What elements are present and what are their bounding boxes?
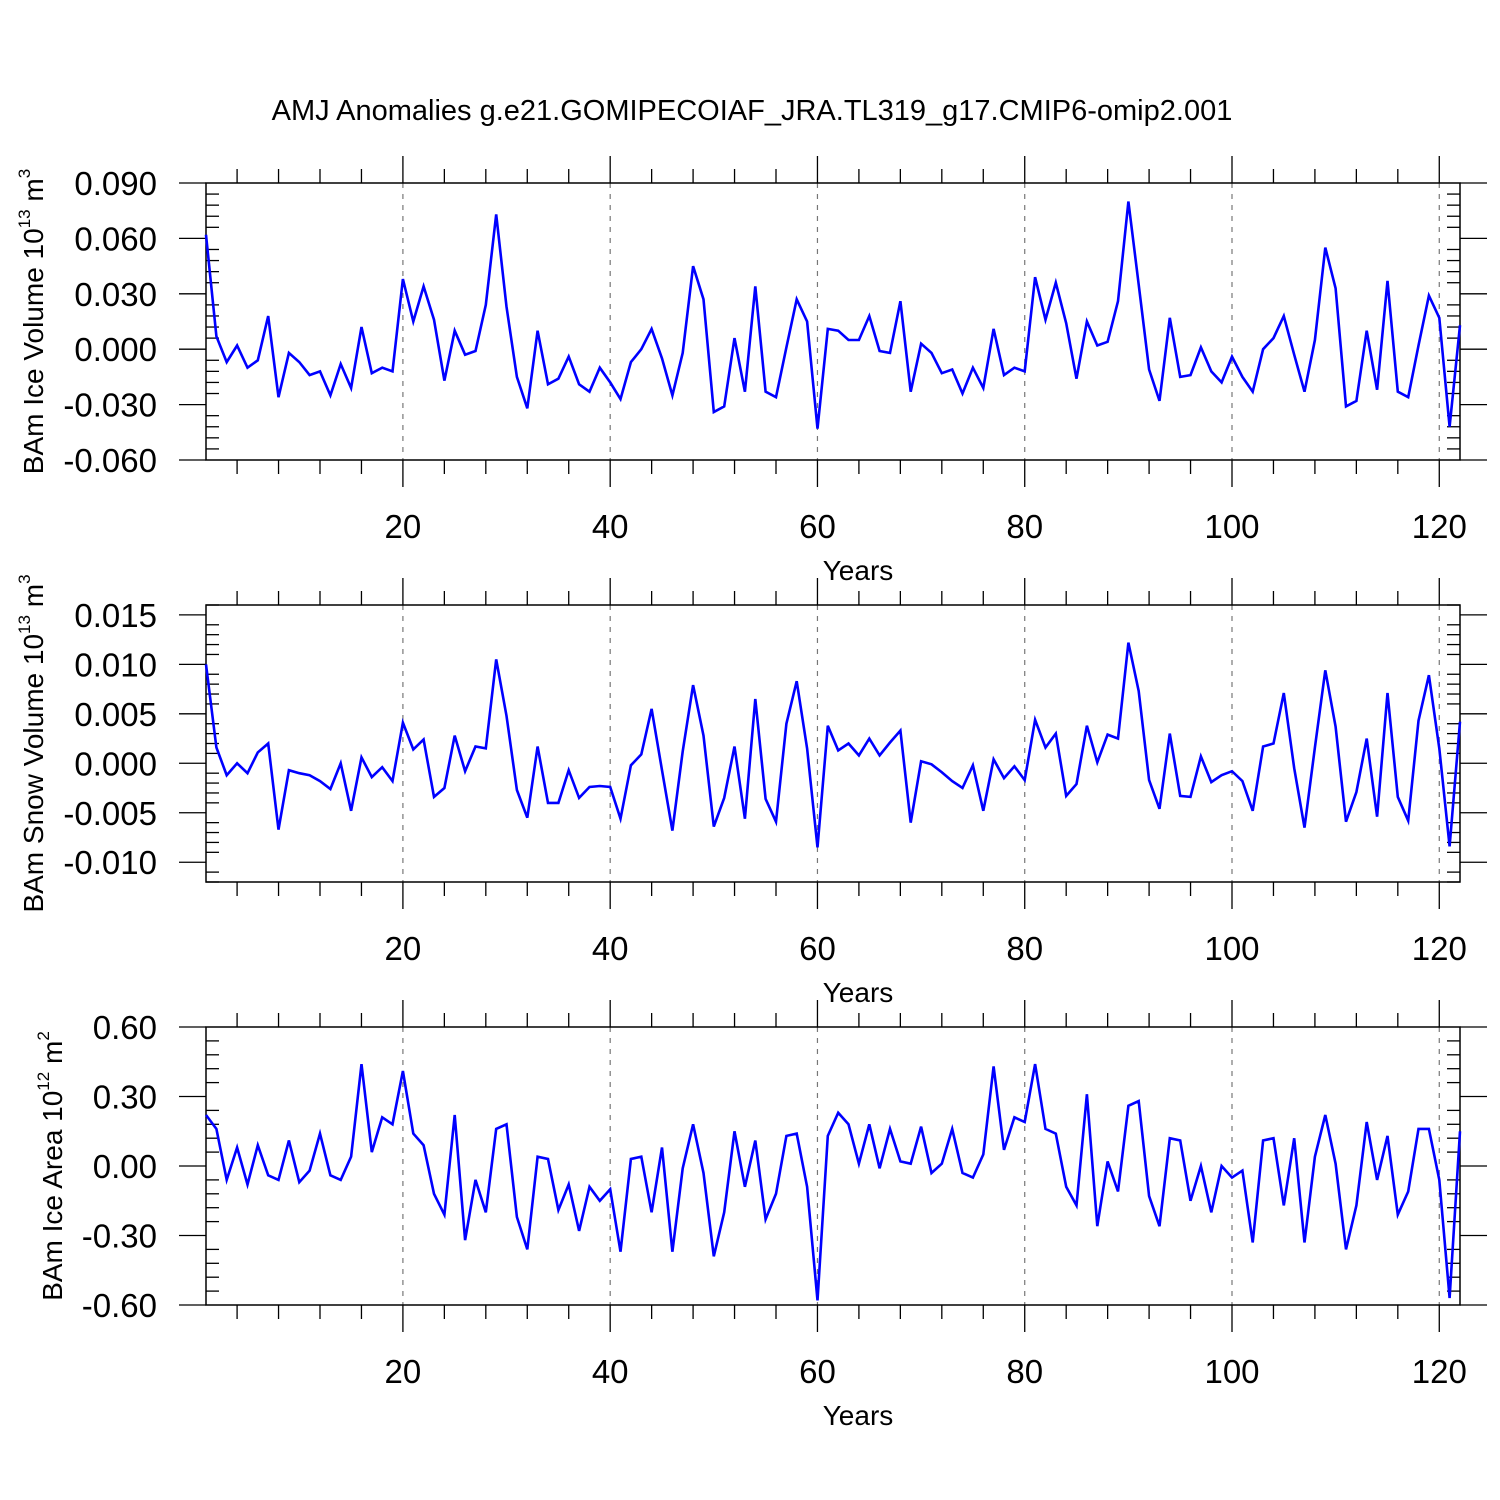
y-tick-label: 0.000 (74, 745, 157, 782)
y-axis-label: BAm Ice Area 1012 m2 (34, 1031, 68, 1301)
y-tick-label: 0.00 (93, 1148, 157, 1185)
y-tick-label: -0.010 (63, 844, 157, 881)
x-tick-label: 20 (385, 1353, 422, 1390)
x-axis-label: Years (823, 555, 894, 586)
x-tick-label: 60 (799, 508, 836, 545)
x-tick-label: 40 (592, 508, 629, 545)
x-tick-label: 20 (385, 508, 422, 545)
panels: 20 40 60 80 100 120 -0.060 -0.030 0.000 0.030 0.06… (15, 156, 1487, 1431)
x-tick-label: 120 (1412, 1353, 1467, 1390)
x-tick-label: 40 (592, 930, 629, 967)
y-tick-label: -0.060 (63, 442, 157, 479)
y-tick-label: -0.005 (63, 795, 157, 832)
x-tick-label: 120 (1412, 930, 1467, 967)
y-tick-label: -0.030 (63, 387, 157, 424)
y-axis-label: BAm Ice Volume 1013 m3 (15, 169, 49, 474)
x-tick-label: 100 (1204, 930, 1259, 967)
y-axis-label: BAm Snow Volume 1013 m3 (15, 574, 49, 912)
panel-2: 20 40 60 80 100 120 -0.010 -0.005 0.000 0.005 0.01… (15, 574, 1487, 1008)
panel-1: 20 40 60 80 100 120 -0.060 -0.030 0.000 0.030 0.06… (15, 156, 1487, 586)
x-tick-label: 100 (1204, 1353, 1259, 1390)
x-tick-label: 80 (1006, 930, 1043, 967)
x-tick-label: 120 (1412, 508, 1467, 545)
panel-3: 20 40 60 80 100 120 -0.60 -0.30 0.00 0.30 0.60 Year… (34, 1000, 1487, 1431)
x-tick-label: 80 (1006, 1353, 1043, 1390)
x-tick-label: 20 (385, 930, 422, 967)
plot-frame (205, 182, 1461, 461)
series-line (204, 1063, 1462, 1301)
y-tick-label: 0.060 (74, 220, 157, 257)
x-axis-label: Years (823, 977, 894, 1008)
series-line (204, 201, 1462, 429)
x-tick-label: 40 (592, 1353, 629, 1390)
x-tick-label: 100 (1204, 508, 1259, 545)
x-tick-label: 60 (799, 930, 836, 967)
x-tick-label: 80 (1006, 508, 1043, 545)
y-tick-label: 0.30 (93, 1079, 157, 1116)
series-line (204, 642, 1462, 848)
chart-title: AMJ Anomalies g.e21.GOMIPECOIAF_JRA.TL31… (272, 95, 1233, 127)
y-tick-label: 0.030 (74, 276, 157, 313)
y-tick-label: 0.010 (74, 646, 157, 683)
y-tick-label: -0.60 (82, 1287, 157, 1324)
y-tick-label: -0.30 (82, 1218, 157, 1255)
y-tick-label: 0.090 (74, 165, 157, 202)
y-tick-label: 0.000 (74, 331, 157, 368)
plot-frame (205, 1026, 1461, 1306)
y-tick-label: 0.015 (74, 597, 157, 634)
x-tick-label: 60 (799, 1353, 836, 1390)
y-tick-label: 0.005 (74, 696, 157, 733)
x-axis-label: Years (823, 1400, 894, 1431)
y-tick-label: 0.60 (93, 1009, 157, 1046)
